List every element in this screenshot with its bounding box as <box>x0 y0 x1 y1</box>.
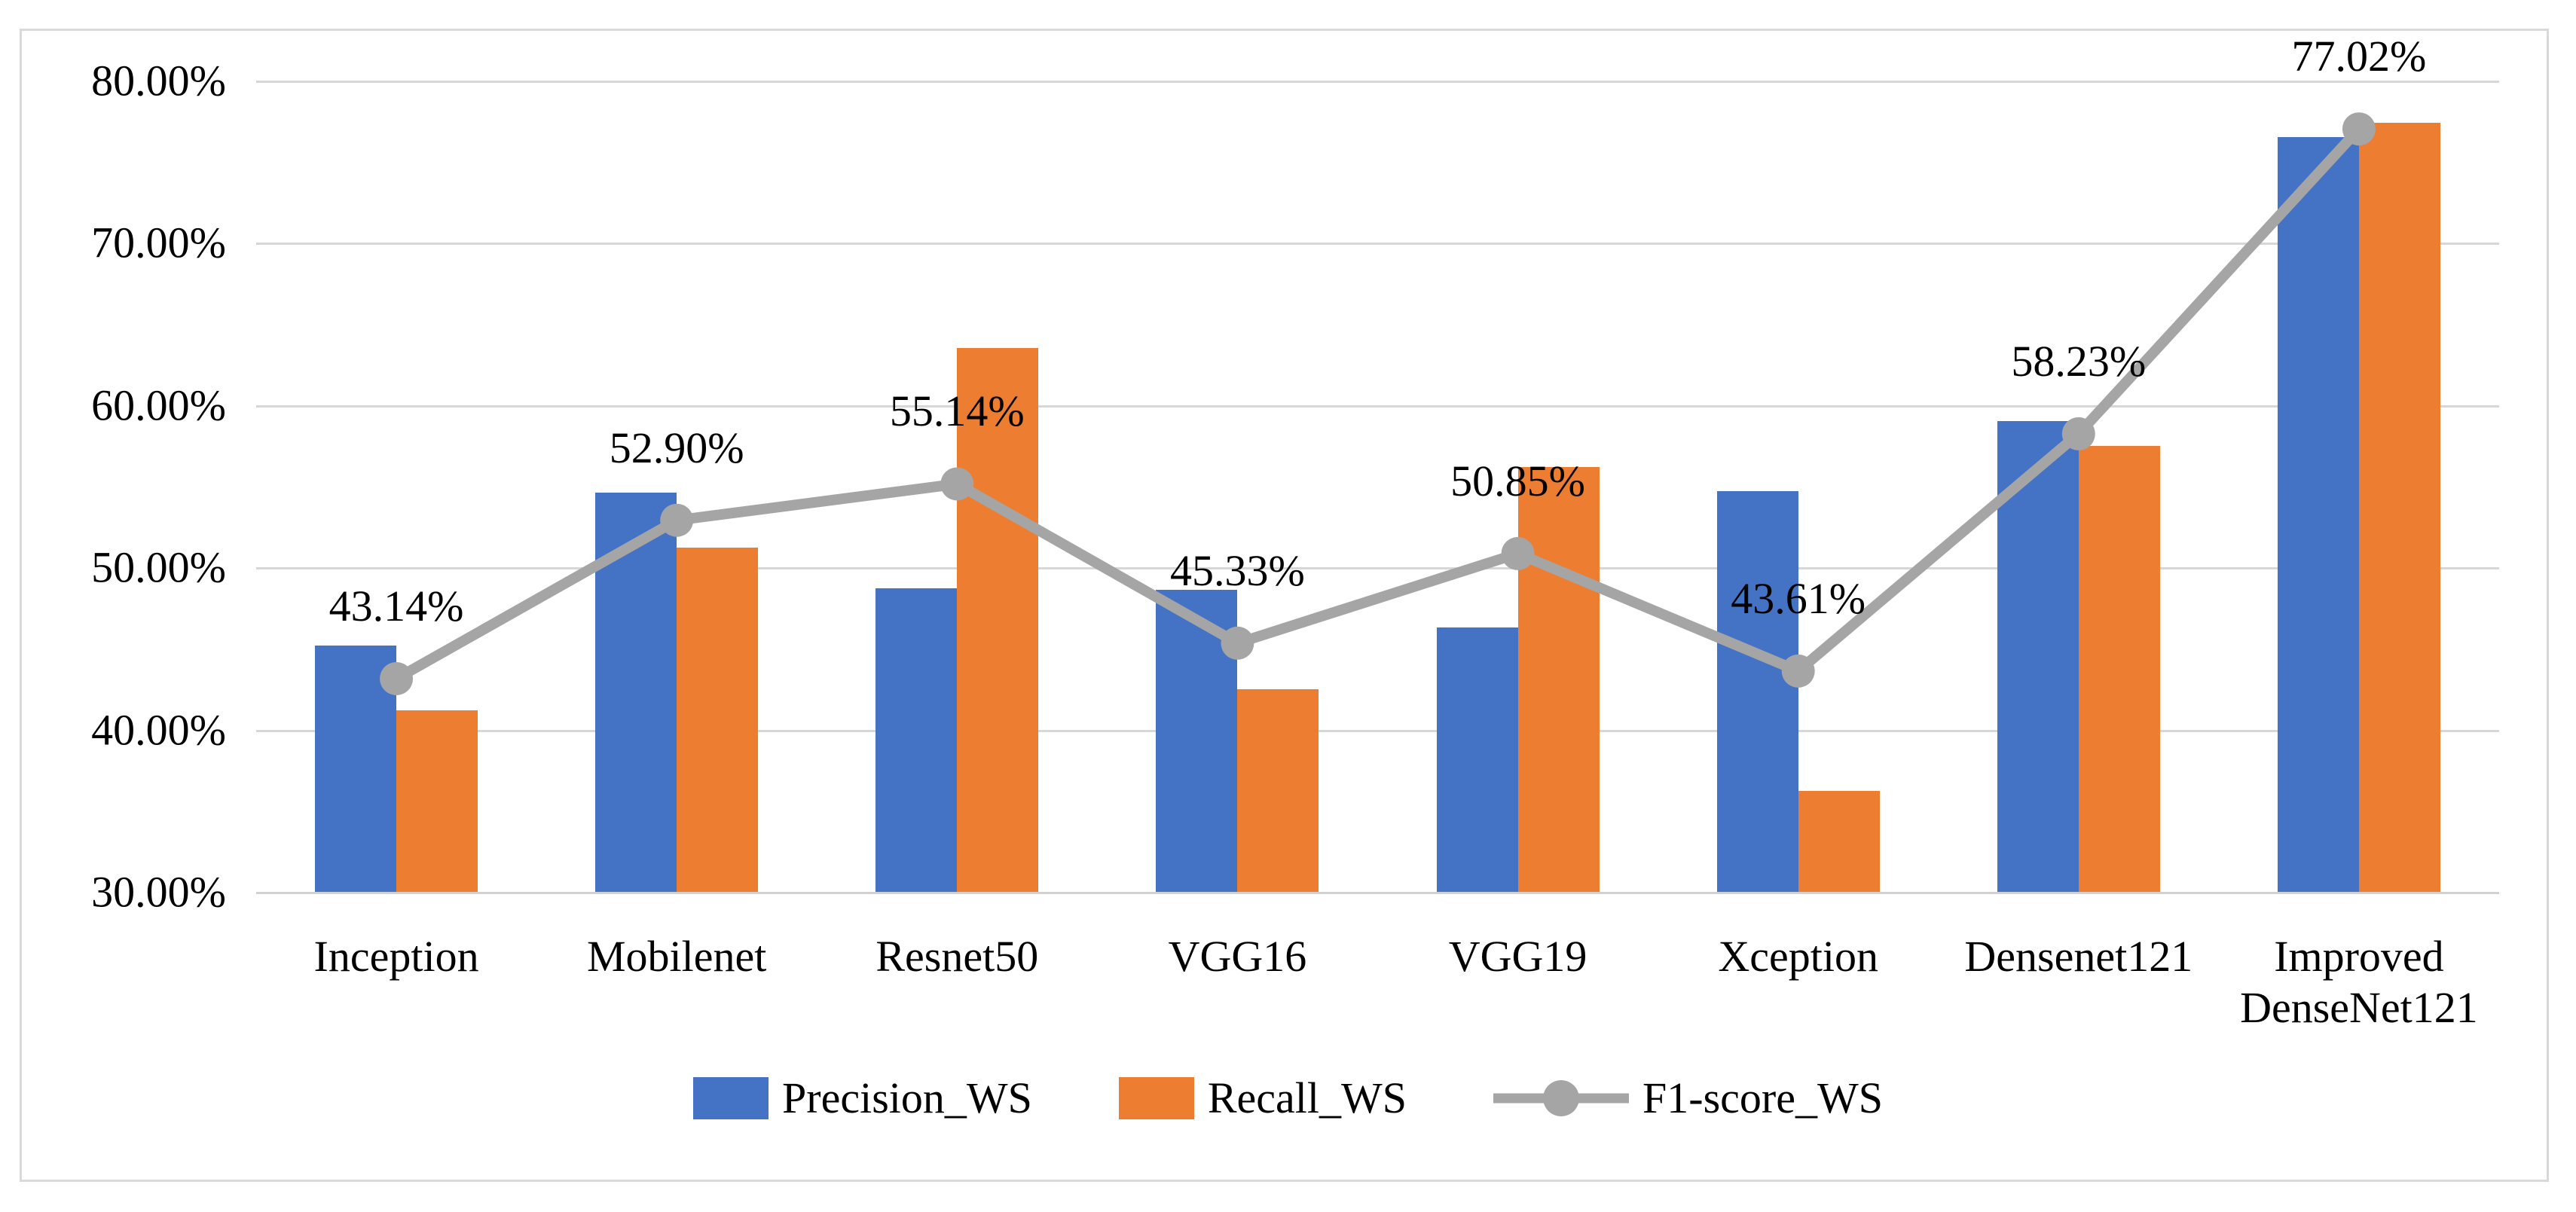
f1-marker-mobilenet <box>660 503 694 537</box>
f1-line-layer <box>380 112 2376 695</box>
f1-data-label-improved-densenet121: 77.02% <box>2291 32 2427 81</box>
bar-precision-ws-improved-densenet121 <box>2277 137 2359 892</box>
f1-data-label-vgg19: 50.85% <box>1450 456 1585 505</box>
gridline-60 <box>256 405 2499 408</box>
gridline-50 <box>256 567 2499 570</box>
f1-data-label-mobilenet: 52.90% <box>609 423 744 472</box>
x-tick-label-resnet50: Resnet50 <box>875 932 1039 981</box>
bar-precision-ws-resnet50 <box>875 588 958 892</box>
f1-data-label-resnet50: 55.14% <box>889 386 1025 436</box>
legend-label-precision-ws: Precision_WS <box>782 1073 1032 1122</box>
bar-recall-ws-improved-densenet121 <box>2358 123 2440 892</box>
bar-recall-ws-densenet121 <box>2078 445 2160 892</box>
bar-recall-ws-mobilenet <box>677 548 759 892</box>
x-tick-label-inception: Inception <box>313 932 479 981</box>
f1-data-label-inception: 43.14% <box>328 581 464 630</box>
y-tick-label-80: 80.00% <box>91 56 226 105</box>
legend-circle-marker <box>1543 1079 1580 1116</box>
y-tick-label-30: 30.00% <box>91 867 226 917</box>
legend-label-f1-score-ws: F1-score_WS <box>1642 1073 1883 1122</box>
y-tick-label-70: 70.00% <box>91 218 226 267</box>
x-tick-label-improved-densenet121: Improved DenseNet121 <box>2240 932 2478 1033</box>
legend-item-recall-ws: Recall_WS <box>1118 1073 1407 1123</box>
gridline-70 <box>256 243 2499 246</box>
y-tick-label-60: 60.00% <box>91 380 226 430</box>
legend-swatch-recall-ws <box>1118 1076 1194 1119</box>
f1-data-label-vgg16: 45.33% <box>1170 545 1305 595</box>
x-tick-label-vgg16: VGG16 <box>1168 932 1307 981</box>
bar-precision-ws-densenet121 <box>1997 421 2079 892</box>
bar-recall-ws-xception <box>1798 791 1880 892</box>
legend: Precision_WS Recall_WS F1-score_WS <box>0 1073 2576 1123</box>
x-axis-line <box>256 892 2499 894</box>
bar-precision-ws-xception <box>1716 490 1798 892</box>
plot-area <box>256 81 2499 894</box>
f1-data-label-xception: 43.61% <box>1731 573 1866 623</box>
bar-recall-ws-vgg16 <box>1237 688 1319 892</box>
bar-recall-ws-vgg19 <box>1517 466 1600 892</box>
gridline-80 <box>256 81 2499 83</box>
x-tick-label-densenet121: Densenet121 <box>1964 932 2193 981</box>
f1-marker-inception <box>380 661 414 695</box>
f1-marker-vgg16 <box>1221 626 1254 660</box>
bar-recall-ws-resnet50 <box>957 348 1039 892</box>
f1-marker-resnet50 <box>940 467 974 501</box>
f1-marker-xception <box>1781 654 1815 688</box>
f1-line <box>391 124 2364 684</box>
legend-item-precision-ws: Precision_WS <box>693 1073 1032 1123</box>
y-tick-label-40: 40.00% <box>91 705 226 755</box>
legend-label-recall-ws: Recall_WS <box>1207 1073 1407 1122</box>
f1-marker-vgg19 <box>1501 536 1535 570</box>
x-tick-label-vgg19: VGG19 <box>1448 932 1587 981</box>
f1-marker-improved-densenet121 <box>2342 112 2376 146</box>
legend-swatch-precision-ws <box>693 1076 769 1119</box>
gridline-40 <box>256 729 2499 732</box>
f1-data-label-densenet121: 58.23% <box>2011 336 2147 386</box>
bar-precision-ws-vgg19 <box>1436 627 1518 892</box>
y-tick-label-50: 50.00% <box>91 542 226 592</box>
legend-line-marker-icon <box>1493 1077 1630 1119</box>
x-tick-label-mobilenet: Mobilenet <box>586 932 767 981</box>
f1-marker-densenet121 <box>2061 417 2095 450</box>
legend-item-f1-score-ws: F1-score_WS <box>1493 1073 1883 1123</box>
bar-recall-ws-inception <box>396 710 478 892</box>
x-tick-label-xception: Xception <box>1718 932 1878 981</box>
